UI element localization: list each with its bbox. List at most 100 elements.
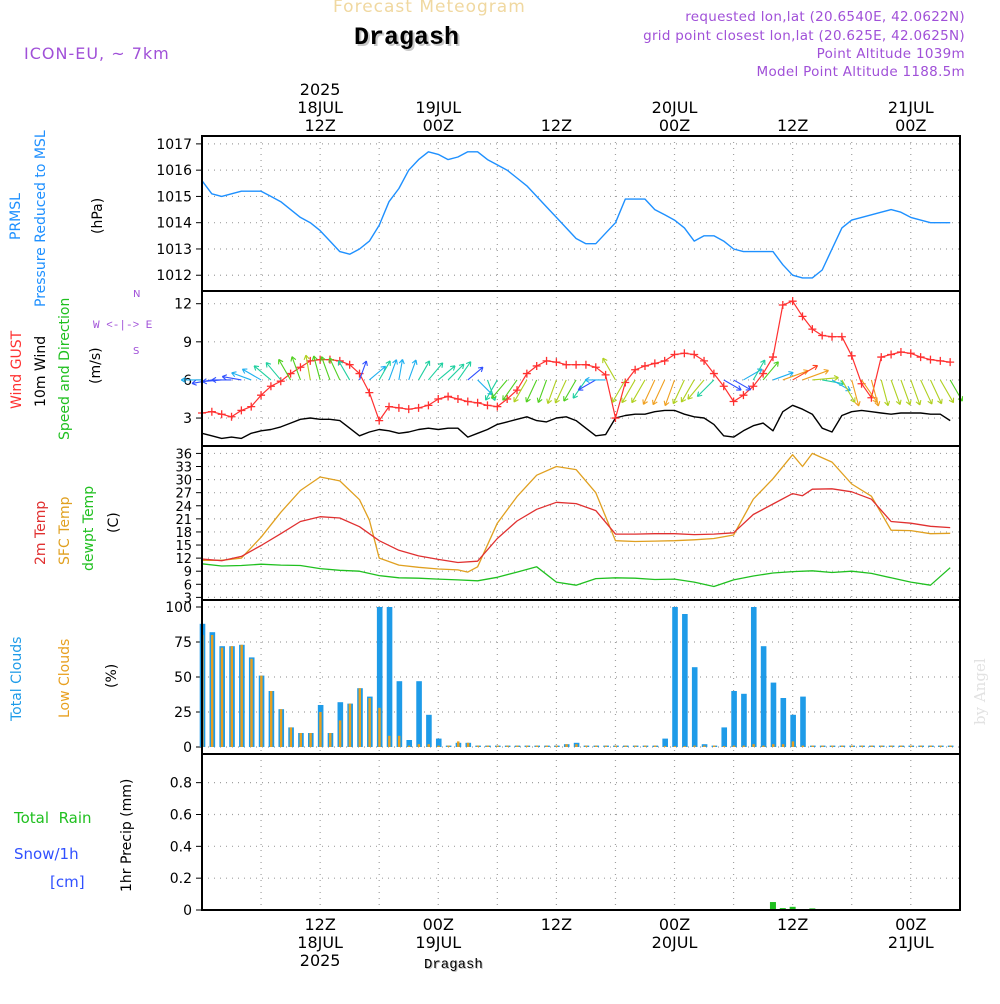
total-clouds-bar — [662, 738, 668, 747]
wind-gust-point — [680, 349, 689, 358]
y-tick-label: 1016 — [156, 163, 192, 179]
time-label-bottom: 12Z — [304, 915, 335, 934]
low-clouds-bar — [279, 709, 283, 747]
wind-direction-arrow — [792, 364, 819, 381]
low-clouds-bar — [348, 703, 352, 747]
temp-unit-label: (C) — [106, 512, 122, 533]
wind-direction-arrow — [278, 358, 292, 381]
low-clouds-bar — [890, 745, 893, 747]
wind-gust-point — [217, 410, 226, 419]
wind-direction-arrow — [900, 379, 912, 406]
y-tick-label: 24 — [175, 500, 192, 515]
wind-gust-point — [640, 361, 649, 370]
total-clouds-bar — [435, 738, 442, 747]
time-label-bottom: 18JUL — [297, 933, 343, 952]
total-clouds-bar — [682, 614, 688, 747]
low-clouds-bar — [516, 745, 519, 747]
total-clouds-bar — [760, 646, 767, 747]
wind-direction-arrow — [231, 371, 252, 381]
wind-direction-arrow — [418, 360, 431, 381]
wind-gust-point — [473, 398, 482, 407]
wind-direction-arrow — [398, 359, 405, 381]
wind-gust-point — [424, 401, 433, 410]
low-clouds-bar — [840, 745, 844, 747]
low-clouds-bar — [555, 745, 558, 747]
low-clouds-bar — [545, 745, 549, 747]
low-clouds-bar — [791, 741, 795, 747]
low-clouds-bar — [476, 745, 480, 747]
low-clouds-bar — [397, 735, 401, 747]
wind-gust-point — [444, 392, 453, 401]
low-clouds-bar — [752, 744, 755, 747]
low-clouds-bar — [781, 744, 785, 747]
y-tick-label: 6 — [183, 373, 192, 389]
y-tick-label: 1012 — [156, 268, 192, 284]
low-clouds-bar — [850, 745, 854, 747]
total-clouds-bar — [770, 682, 777, 747]
pressure-unit-label: (hPa) — [90, 197, 106, 234]
compass-south: S — [133, 346, 140, 357]
low-clouds-bar — [831, 745, 834, 747]
wind-direction-arrow — [870, 379, 881, 407]
wind-gust-point — [719, 382, 728, 391]
y-tick-label: 36 — [175, 447, 192, 462]
total-clouds-bar — [790, 714, 796, 747]
low-clouds-bar — [644, 745, 647, 747]
wind-direction-arrow — [180, 376, 202, 383]
total-clouds-bar — [376, 607, 383, 747]
y-tick-label: 1017 — [156, 137, 192, 153]
time-label-top: 19JUL — [415, 98, 461, 117]
wind-gust-point — [345, 360, 354, 369]
wind-direction-arrow — [602, 357, 616, 381]
y-tick-label: 3 — [184, 591, 192, 606]
time-label-top: 00Z — [423, 116, 454, 135]
wind-direction-arrow — [546, 379, 557, 405]
panel-frame-pressure — [201, 135, 961, 292]
low-clouds-bar — [634, 745, 637, 747]
total-clouds-bar — [406, 740, 413, 747]
y-tick-label: 15 — [175, 539, 192, 554]
y-tick-label: 12 — [174, 297, 192, 313]
wind-direction-arrow — [772, 371, 794, 381]
wind-gust-point — [572, 360, 581, 369]
time-label-top: 18JUL — [297, 98, 343, 117]
time-label-bottom: 2025 — [300, 951, 341, 970]
wind-direction-arrow — [880, 379, 891, 407]
wind-direction-arrow — [484, 379, 498, 401]
temp-dewpt-label: dewpt Temp — [81, 485, 97, 571]
low-clouds-bar — [663, 746, 667, 747]
snow-label: Snow/1h — [14, 845, 79, 863]
wind-direction-arrow — [427, 362, 444, 381]
low-clouds-bar — [220, 647, 224, 747]
wind-gust-point — [385, 402, 394, 411]
low-clouds-bar — [319, 712, 322, 747]
wind-gust-point — [552, 358, 561, 367]
series-10m-wind-line — [201, 404, 951, 440]
wind-gust-point — [296, 363, 305, 372]
wind-direction-arrow — [802, 368, 829, 381]
time-label-bottom: 00Z — [659, 915, 690, 934]
time-label-top: 12Z — [541, 116, 572, 135]
wind-direction-arrow — [621, 379, 636, 404]
wind-gust-point — [818, 331, 827, 340]
low-clouds-bar — [506, 745, 509, 747]
wind-direction-arrow — [311, 355, 321, 381]
wind-direction-arrow — [841, 379, 856, 403]
time-label-bottom: 12Z — [541, 915, 572, 934]
wind-direction-arrow — [554, 379, 567, 404]
point-altitude: Point Altitude 1039m — [816, 46, 965, 62]
wind-direction-arrow — [929, 379, 943, 405]
y-tick-label: 9 — [183, 335, 192, 351]
y-tick-label: 30 — [175, 474, 192, 489]
series-sfc-temp-line — [202, 452, 951, 573]
low-clouds-bar — [604, 745, 608, 747]
panel-frame-temp — [201, 445, 961, 601]
y-tick-label: 27 — [175, 487, 192, 502]
wind-gust-point — [916, 353, 925, 362]
low-clouds-bar — [427, 744, 430, 747]
wind-gust-point — [926, 355, 935, 364]
rain-bar — [769, 902, 776, 910]
low-clouds-bar — [437, 745, 440, 747]
low-clouds-bar — [240, 644, 243, 747]
wind-gust-point — [375, 416, 384, 425]
